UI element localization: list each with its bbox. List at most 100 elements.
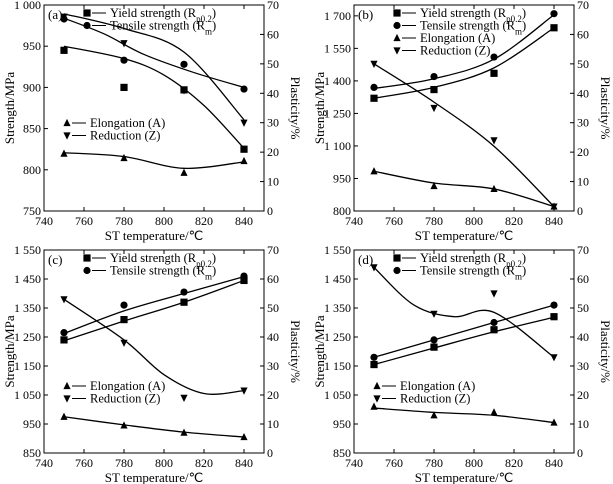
x-tick-label: 800: [465, 456, 483, 470]
y-tick-label-left: 1 550: [324, 243, 351, 257]
legend-item: Tensile strength (Rm): [83, 19, 216, 37]
panel-label: (b): [358, 7, 373, 22]
x-tick-label: 740: [35, 214, 53, 228]
data-point: [180, 288, 188, 296]
data-point: [240, 119, 248, 127]
plot-frame: [353, 249, 575, 454]
legend-label: Tensile strength (Rm): [420, 264, 526, 282]
series-line: [373, 407, 555, 424]
data-point: [430, 343, 438, 351]
legend-text-close: ): [522, 251, 526, 265]
data-point: [60, 412, 68, 420]
y-tick-label-right: 70: [577, 0, 589, 12]
y-tick-label-right: 20: [577, 388, 589, 402]
y-tick-label-right: 50: [577, 301, 589, 315]
data-point: [240, 387, 248, 395]
legend-item: Reduction (Z): [63, 129, 160, 143]
y-tick-label-right: 40: [577, 86, 589, 100]
legend-text: Elongation (A): [90, 116, 165, 130]
legend-label: Elongation (A): [90, 379, 165, 393]
y-tick-label-left: 850: [23, 122, 41, 136]
series-line: [63, 13, 245, 121]
y-tick-label-left: 1 550: [14, 243, 41, 257]
data-point: [430, 181, 438, 190]
x-tick-label: 800: [465, 214, 483, 228]
data-point: [120, 56, 128, 64]
y-tick-label-right: 0: [577, 204, 583, 218]
y-tick-label-left: 950: [23, 39, 41, 53]
data-point: [430, 72, 438, 81]
y-tick-label-left: 1 250: [324, 106, 351, 120]
legend-item: Yield strength (Rp0.2): [393, 251, 526, 269]
y-axis-label-right: Plasticity/%: [598, 320, 613, 383]
x-tick-label: 760: [75, 456, 93, 470]
data-point: [180, 168, 188, 176]
y-tick-label-left: 1 350: [324, 301, 351, 315]
legend-text: Elongation (A): [420, 31, 495, 45]
y-tick-label-right: 50: [267, 301, 279, 315]
data-point: [430, 310, 438, 318]
x-tick-label: 800: [155, 214, 173, 228]
legend-text: Reduction (Z): [90, 129, 160, 143]
y-tick-label-right: 70: [267, 0, 279, 12]
x-tick-label: 740: [35, 456, 53, 470]
legend-marker: [83, 9, 91, 17]
y-tick-label-left: 1 450: [14, 272, 41, 286]
data-point: [490, 318, 498, 327]
data-point: [240, 276, 248, 285]
legend-item: Elongation (A): [393, 31, 495, 45]
legend-marker: [83, 266, 91, 275]
legend-label: Reduction (Z): [400, 392, 470, 406]
plot-frame: [43, 4, 265, 212]
x-tick-label: 820: [505, 214, 523, 228]
data-point: [240, 145, 248, 153]
x-tick-label: 840: [545, 214, 563, 228]
legend-label: Elongation (A): [420, 31, 495, 45]
x-tick-label: 840: [235, 214, 253, 228]
y-tick-label-left: 1 050: [324, 388, 351, 402]
x-tick-label: 760: [75, 214, 93, 228]
y-tick-label-left: 950: [23, 417, 41, 431]
legend-subscript: m: [515, 27, 522, 37]
y-axis-label-left: Strength/MPa: [312, 72, 327, 144]
legend-marker: [393, 21, 401, 30]
data-point: [60, 336, 68, 344]
legend-marker: [393, 266, 401, 275]
y-tick-label-right: 10: [577, 175, 589, 189]
series-line: [373, 266, 555, 358]
y-axis-label-right: Plasticity/%: [598, 77, 613, 140]
legend-marker: [393, 47, 401, 55]
legend-marker: [373, 381, 381, 390]
data-point: [120, 301, 128, 309]
y-tick-label-right: 60: [577, 27, 589, 41]
y-tick-label-left: 1 150: [14, 359, 41, 373]
legend-marker: [63, 381, 71, 390]
x-tick-label: 780: [425, 456, 443, 470]
data-point: [180, 298, 188, 306]
data-point: [550, 203, 558, 211]
panel-label: (a): [48, 7, 62, 22]
y-tick-label-right: 70: [577, 243, 589, 257]
data-point: [240, 85, 248, 93]
y-tick-label-left: 800: [333, 204, 351, 218]
data-point: [430, 336, 438, 344]
data-point: [550, 301, 558, 309]
legend-item: Yield strength (Rp0.2): [83, 6, 216, 24]
legend-text: Elongation (A): [90, 379, 165, 393]
data-point: [370, 264, 378, 272]
data-point: [240, 272, 248, 280]
data-point: [370, 353, 378, 361]
legend-text: Yield strength (R: [420, 251, 507, 265]
series-line: [373, 63, 555, 208]
data-point: [180, 394, 188, 402]
legend-label: Elongation (A): [400, 379, 475, 393]
chart-panel-3: 740 760 780 800 820 840 850 950 1 050 1 150 1 250 1…: [312, 243, 613, 484]
y-tick-label-left: 1 450: [324, 272, 351, 286]
y-tick-label-left: 800: [23, 163, 41, 177]
plot-frame: [43, 249, 265, 454]
y-tick-label-right: 40: [267, 86, 279, 100]
legend-label: Tensile strength (Rm): [110, 19, 216, 37]
y-tick-label-right: 40: [577, 330, 589, 344]
data-point: [60, 13, 68, 21]
y-axis-label-right: Plasticity/%: [288, 77, 303, 140]
